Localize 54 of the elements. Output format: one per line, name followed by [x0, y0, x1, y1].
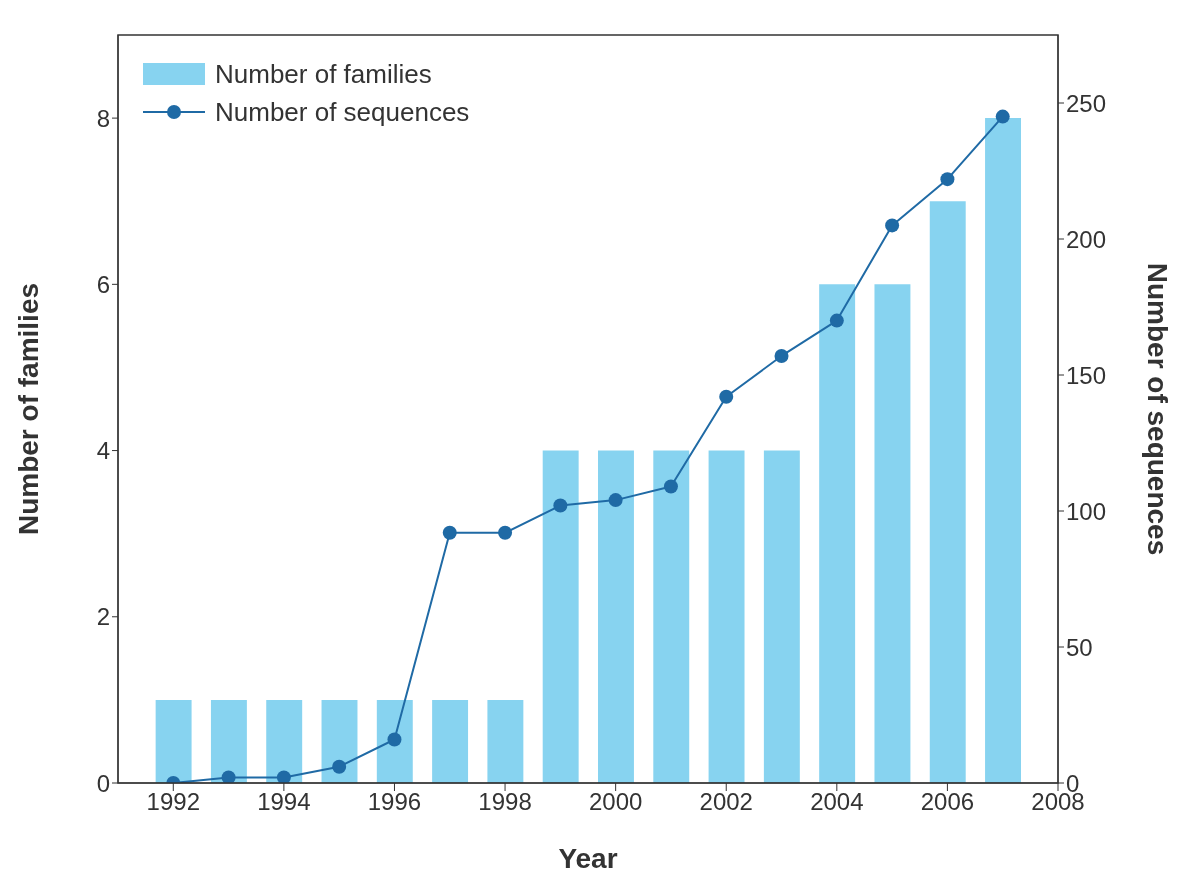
point	[885, 218, 900, 233]
bar	[819, 284, 856, 783]
bar	[487, 699, 524, 783]
point	[498, 525, 513, 540]
y-tick-label: 8	[96, 104, 110, 132]
y2-tick-label: 150	[1066, 361, 1107, 389]
bar	[155, 699, 192, 783]
bar	[542, 450, 579, 783]
y-tick-label: 0	[96, 769, 110, 797]
point	[940, 172, 955, 187]
point	[663, 479, 678, 494]
bar	[266, 699, 303, 783]
point	[276, 770, 291, 783]
bar	[432, 699, 469, 783]
bar	[376, 699, 413, 783]
y2-tick-label: 200	[1066, 225, 1107, 253]
point	[995, 109, 1010, 124]
point	[332, 759, 347, 774]
point	[719, 389, 734, 404]
point	[442, 525, 457, 540]
x-tick-label: 1994	[257, 788, 311, 816]
x-tick-label: 2006	[920, 788, 975, 816]
x-tick-label: 2004	[810, 788, 864, 816]
bar	[708, 450, 745, 783]
bar	[929, 201, 966, 783]
bar	[210, 699, 247, 783]
y-axis-title: Number of families	[12, 282, 44, 536]
bar	[598, 450, 634, 783]
x-tick-label: 2000	[588, 788, 643, 816]
y-tick-label: 6	[96, 270, 110, 298]
x-tick-label: 1998	[478, 788, 532, 816]
bar	[874, 284, 911, 783]
y2-tick-label: 250	[1066, 89, 1107, 117]
point	[221, 770, 236, 783]
x-tick-label: 1996	[367, 788, 422, 816]
point	[829, 313, 844, 328]
point	[608, 493, 623, 508]
point	[774, 348, 789, 363]
y2-tick-label: 100	[1066, 497, 1107, 525]
y-tick-label: 2	[96, 603, 110, 631]
point	[387, 732, 402, 747]
bar	[321, 699, 358, 783]
y-tick-label: 4	[96, 437, 110, 465]
bar	[985, 118, 1021, 783]
legend-label: Number of families	[215, 58, 432, 90]
y2-axis-title: Number of sequences	[1142, 262, 1174, 556]
x-tick-label: 2002	[699, 788, 753, 816]
bar	[763, 450, 800, 783]
legend-label: Number of sequences	[215, 96, 470, 128]
x-axis-title: Year	[558, 843, 618, 874]
point	[553, 498, 568, 513]
bar	[653, 450, 690, 783]
x-tick-label: 1992	[146, 788, 200, 816]
y2-tick-label: 50	[1066, 633, 1093, 661]
